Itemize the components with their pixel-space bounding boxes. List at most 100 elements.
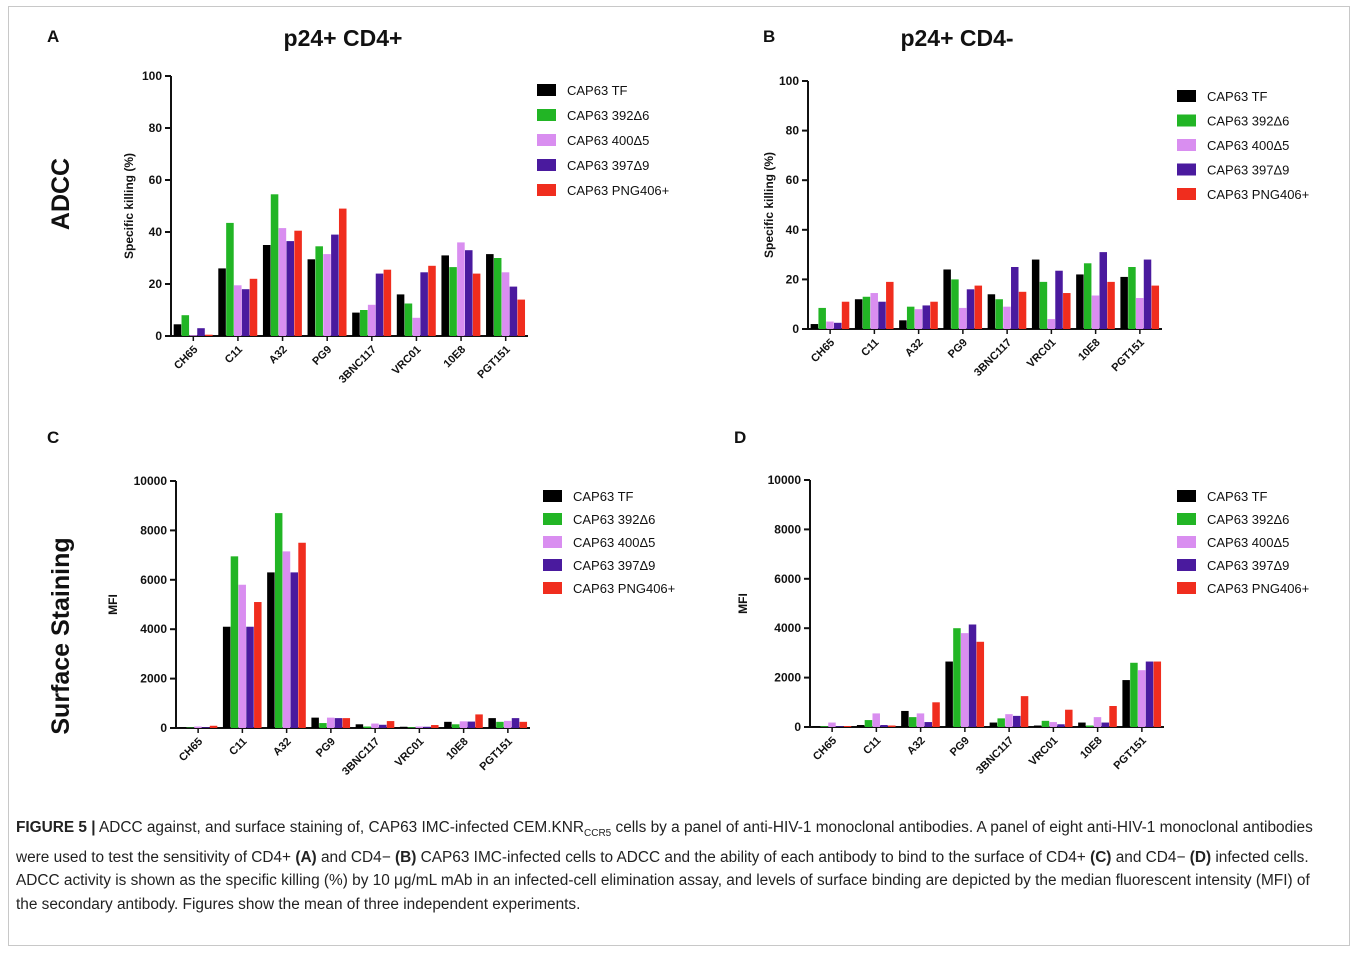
panel-c: C MFI 0 2000 4000 6000 8000 10000 CH65 C11 A32 PG9 3…: [47, 428, 675, 778]
legend-entry: CAP63 400Δ5: [1207, 535, 1289, 550]
caption-figure-label: FIGURE 5 |: [16, 819, 96, 836]
legend-swatch: [543, 582, 562, 594]
bar-a32-series-2: [914, 309, 923, 329]
bar-3bnc117-series-0: [987, 294, 996, 329]
panel-letter: A: [47, 27, 59, 46]
bar-vrc01-series-1: [1041, 720, 1050, 727]
legend-entry: CAP63 392Δ6: [567, 108, 649, 123]
bar-3bnc117-series-4: [383, 269, 392, 336]
bar-10e8-series-3: [1101, 722, 1110, 727]
bar-3bnc117-series-1: [997, 718, 1005, 727]
bar-a32-series-4: [930, 301, 938, 329]
bar-pg9-series-2: [323, 254, 331, 336]
y-tick-label: 6000: [140, 573, 167, 587]
bar-pg9-series-1: [319, 723, 327, 728]
y-tick-label: 40: [149, 225, 163, 239]
legend-entry: CAP63 TF: [567, 83, 628, 98]
category-label-10e8: 10E8: [1078, 735, 1105, 762]
bar-pgt151-series-0: [1122, 680, 1130, 727]
legend-entry: CAP63 PNG406+: [1207, 581, 1309, 596]
y-tick-label: 60: [786, 173, 800, 187]
bar-pgt151-series-0: [486, 254, 494, 336]
category-label-c11: C11: [227, 736, 249, 758]
legend-swatch: [1177, 114, 1196, 127]
y-tick-label: 10000: [134, 474, 168, 488]
bar-ch65-series-4: [205, 334, 213, 336]
bar-pgt151-series-1: [496, 721, 504, 728]
bar-c11-series-1: [230, 556, 239, 728]
bar-3bnc117-series-2: [1003, 306, 1011, 329]
bar-a32-series-3: [290, 572, 299, 728]
bar-c11-series-3: [241, 289, 250, 336]
caption-text-2: cells by a panel of anti-HIV-1 monoclona…: [16, 819, 1313, 866]
category-label-c11: C11: [861, 735, 883, 757]
bar-3bnc117-series-3: [1011, 267, 1019, 329]
y-axis-label: Specific killing (%): [762, 152, 776, 258]
bar-pgt151-series-4: [1153, 661, 1162, 727]
bar-10e8-series-4: [475, 714, 483, 728]
legend-entry: CAP63 TF: [1207, 89, 1268, 104]
legend-swatch: [543, 490, 562, 502]
bar-c11-series-3: [246, 626, 254, 728]
legend-entry: CAP63 392Δ6: [1207, 114, 1289, 129]
bar-vrc01-series-0: [1031, 259, 1040, 329]
bar-10e8-series-1: [451, 724, 460, 728]
y-tick-label: 10000: [768, 473, 802, 487]
category-label-3bnc117: 3BNC117: [337, 344, 379, 386]
bar-a32-series-4: [294, 230, 302, 336]
bar-10e8-series-1: [449, 267, 457, 336]
category-label-vrc01: VRC01: [390, 344, 424, 378]
bar-c11-series-1: [862, 296, 871, 329]
category-label-pgt151: PGT151: [475, 344, 512, 381]
panel-d: D MFI 0 2000 4000 6000 8000 10000 CH65 C11 A32 PG9 3…: [734, 428, 1309, 777]
legend-swatch: [1177, 513, 1196, 525]
bar-a32-series-3: [924, 722, 933, 727]
bar-a32-series-0: [262, 245, 271, 336]
bar-a32-series-1: [270, 194, 279, 336]
category-label-3bnc117: 3BNC117: [972, 337, 1014, 379]
panel-title: p24+ CD4+: [284, 25, 403, 51]
category-label-3bnc117: 3BNC117: [340, 736, 382, 778]
bar-3bnc117-series-3: [1013, 715, 1021, 727]
bar-pgt151-series-2: [503, 720, 512, 728]
bar-3bnc117-series-0: [355, 724, 364, 728]
y-tick-label: 100: [779, 74, 799, 88]
bar-vrc01-series-4: [1065, 709, 1073, 727]
category-label-vrc01: VRC01: [1027, 735, 1061, 769]
bar-pgt151-series-0: [1120, 276, 1128, 329]
category-label-ch65: CH65: [172, 344, 200, 372]
category-label-pgt151: PGT151: [478, 736, 515, 773]
bar-ch65-series-1: [820, 726, 828, 727]
category-label-10e8: 10E8: [444, 736, 471, 763]
bar-pgt151-series-2: [1135, 298, 1144, 329]
bar-c11-series-0: [222, 626, 231, 728]
bar-10e8-series-4: [1109, 706, 1117, 727]
legend-swatch: [1177, 163, 1196, 176]
panel-letter: B: [763, 27, 775, 46]
category-label-pg9: PG9: [948, 735, 972, 759]
legend-entry: CAP63 392Δ6: [1207, 512, 1289, 527]
caption-text-5: and CD4−: [1111, 848, 1190, 866]
legend-swatch: [1177, 559, 1196, 571]
legend-swatch: [543, 536, 562, 548]
bar-vrc01-series-3: [1057, 724, 1065, 727]
category-label-pgt151: PGT151: [1110, 337, 1147, 374]
legend-swatch: [1177, 490, 1196, 502]
bar-c11-series-2: [238, 584, 246, 728]
legend-entry: CAP63 397Δ9: [573, 558, 655, 573]
bar-10e8-series-4: [1107, 281, 1115, 329]
bar-pg9-series-2: [960, 633, 969, 727]
bar-pg9-series-3: [331, 234, 339, 336]
bar-pgt151-series-1: [1128, 267, 1136, 329]
bar-ch65-series-4: [841, 301, 850, 329]
bar-vrc01-series-4: [431, 725, 439, 728]
caption-ref-c: (C): [1090, 848, 1112, 866]
bar-a32-series-1: [906, 306, 915, 329]
legend-swatch: [1177, 188, 1196, 200]
y-tick-label: 60: [149, 173, 163, 187]
bar-10e8-series-2: [1091, 295, 1100, 329]
legend-entry: CAP63 TF: [573, 489, 634, 504]
legend-swatch: [537, 84, 556, 96]
